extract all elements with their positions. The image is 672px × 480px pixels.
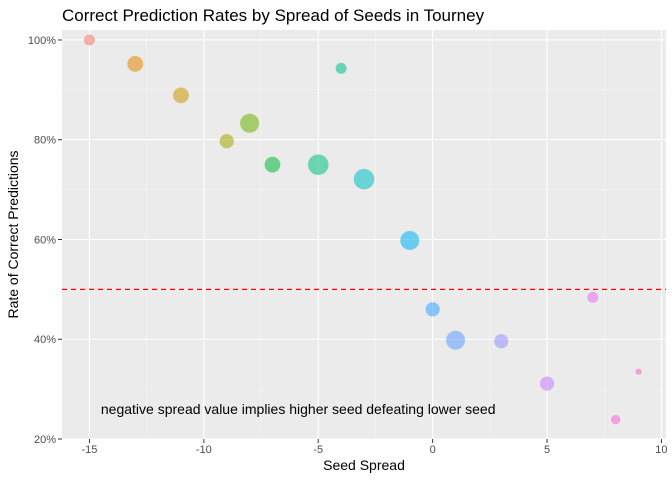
data-point bbox=[425, 302, 440, 317]
data-point bbox=[173, 87, 189, 104]
annotation-text: negative spread value implies higher see… bbox=[101, 401, 496, 417]
data-point bbox=[127, 56, 144, 72]
data-point bbox=[587, 291, 599, 303]
data-point bbox=[83, 34, 95, 46]
y-tick-label: 20% bbox=[34, 434, 56, 446]
data-point bbox=[219, 134, 234, 149]
x-tick-label: -10 bbox=[196, 444, 212, 456]
major-grid bbox=[62, 30, 666, 440]
data-point bbox=[446, 330, 466, 350]
x-tick-label: 5 bbox=[544, 444, 550, 456]
data-point bbox=[353, 168, 375, 190]
data-point bbox=[400, 230, 420, 250]
x-axis-ticks: -15 -10 -5 0 5 10 bbox=[82, 439, 668, 456]
data-point bbox=[610, 414, 621, 425]
data-point bbox=[539, 376, 555, 391]
x-tick-label: -5 bbox=[313, 444, 323, 456]
data-point bbox=[635, 368, 642, 375]
x-tick-label: 10 bbox=[655, 444, 667, 456]
data-point bbox=[240, 113, 260, 133]
data-point bbox=[494, 334, 509, 349]
plot-panel bbox=[62, 30, 666, 439]
data-points bbox=[83, 34, 642, 425]
y-tick-label: 80% bbox=[34, 135, 56, 147]
y-tick-label: 100% bbox=[28, 35, 56, 47]
y-tick-label: 60% bbox=[34, 234, 56, 246]
x-axis-title: Seed Spread bbox=[323, 457, 405, 473]
data-point bbox=[335, 62, 347, 74]
data-point bbox=[264, 156, 281, 173]
chart-title: Correct Prediction Rates by Spread of Se… bbox=[62, 6, 485, 25]
y-axis-title: Rate of Correct Predictions bbox=[5, 150, 21, 318]
y-axis-ticks: 20% 40% 60% 80% 100% bbox=[28, 35, 62, 446]
x-tick-label: -15 bbox=[82, 444, 98, 456]
data-point bbox=[307, 154, 329, 175]
x-tick-label: 0 bbox=[430, 444, 436, 456]
y-tick-label: 40% bbox=[34, 334, 56, 346]
